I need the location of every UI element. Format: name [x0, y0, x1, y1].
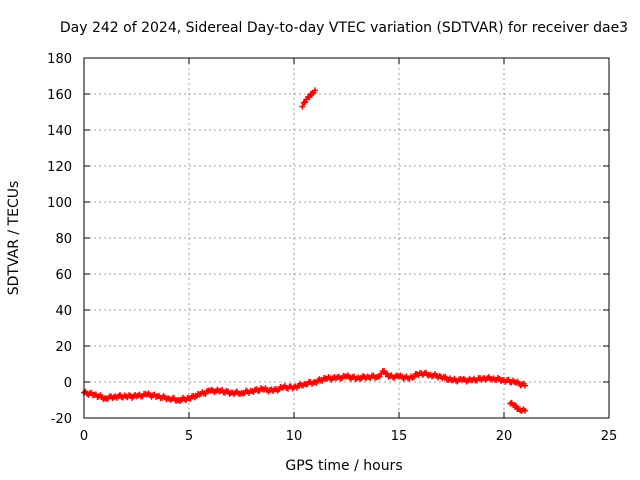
- data-point: [153, 393, 159, 400]
- x-tick-label: 15: [391, 429, 408, 444]
- data-point: [514, 406, 521, 413]
- chart-title: Day 242 of 2024, Sidereal Day-to-day VTE…: [60, 20, 628, 36]
- series-1: [81, 368, 528, 405]
- data-point: [342, 373, 348, 380]
- grid-lines: [84, 58, 609, 418]
- data-point: [379, 368, 386, 375]
- y-tick-label: 180: [47, 52, 72, 67]
- x-axis-label: GPS time / hours: [285, 458, 402, 474]
- axis-ticks: 0 5 10 15 20 25 -20 0 20 40 60 80 100 120 140 160 180: [47, 52, 617, 444]
- y-axis-label: SDTVAR / TECUs: [6, 181, 22, 296]
- y-tick-label: -20: [51, 412, 72, 427]
- y-tick-label: 80: [55, 232, 72, 247]
- x-tick-label: 5: [185, 429, 193, 444]
- y-tick-label: 20: [55, 340, 72, 355]
- y-tick-label: 0: [64, 376, 72, 391]
- x-tick-label: 0: [80, 429, 88, 444]
- data-point: [520, 380, 527, 387]
- series-2: [299, 87, 318, 110]
- x-tick-label: 20: [496, 429, 513, 444]
- data-point: [512, 402, 519, 409]
- data-point: [302, 99, 309, 106]
- data-point: [306, 94, 313, 101]
- data-point: [300, 382, 306, 389]
- data-point: [321, 374, 327, 381]
- data-points: [81, 87, 528, 415]
- data-point: [247, 388, 254, 395]
- y-tick-label: 40: [55, 304, 72, 319]
- data-point: [90, 392, 96, 399]
- data-point: [299, 103, 306, 110]
- data-point: [510, 402, 517, 409]
- y-tick-label: 60: [55, 268, 72, 283]
- x-tick-label: 25: [601, 429, 618, 444]
- y-tick-label: 120: [47, 160, 72, 175]
- x-tick-label: 10: [286, 429, 303, 444]
- y-tick-label: 140: [47, 124, 72, 139]
- y-tick-label: 160: [47, 88, 72, 103]
- data-point: [520, 406, 527, 413]
- data-point: [310, 89, 317, 96]
- data-point: [184, 394, 191, 401]
- y-tick-label: 100: [47, 196, 72, 211]
- series-3: [507, 399, 528, 415]
